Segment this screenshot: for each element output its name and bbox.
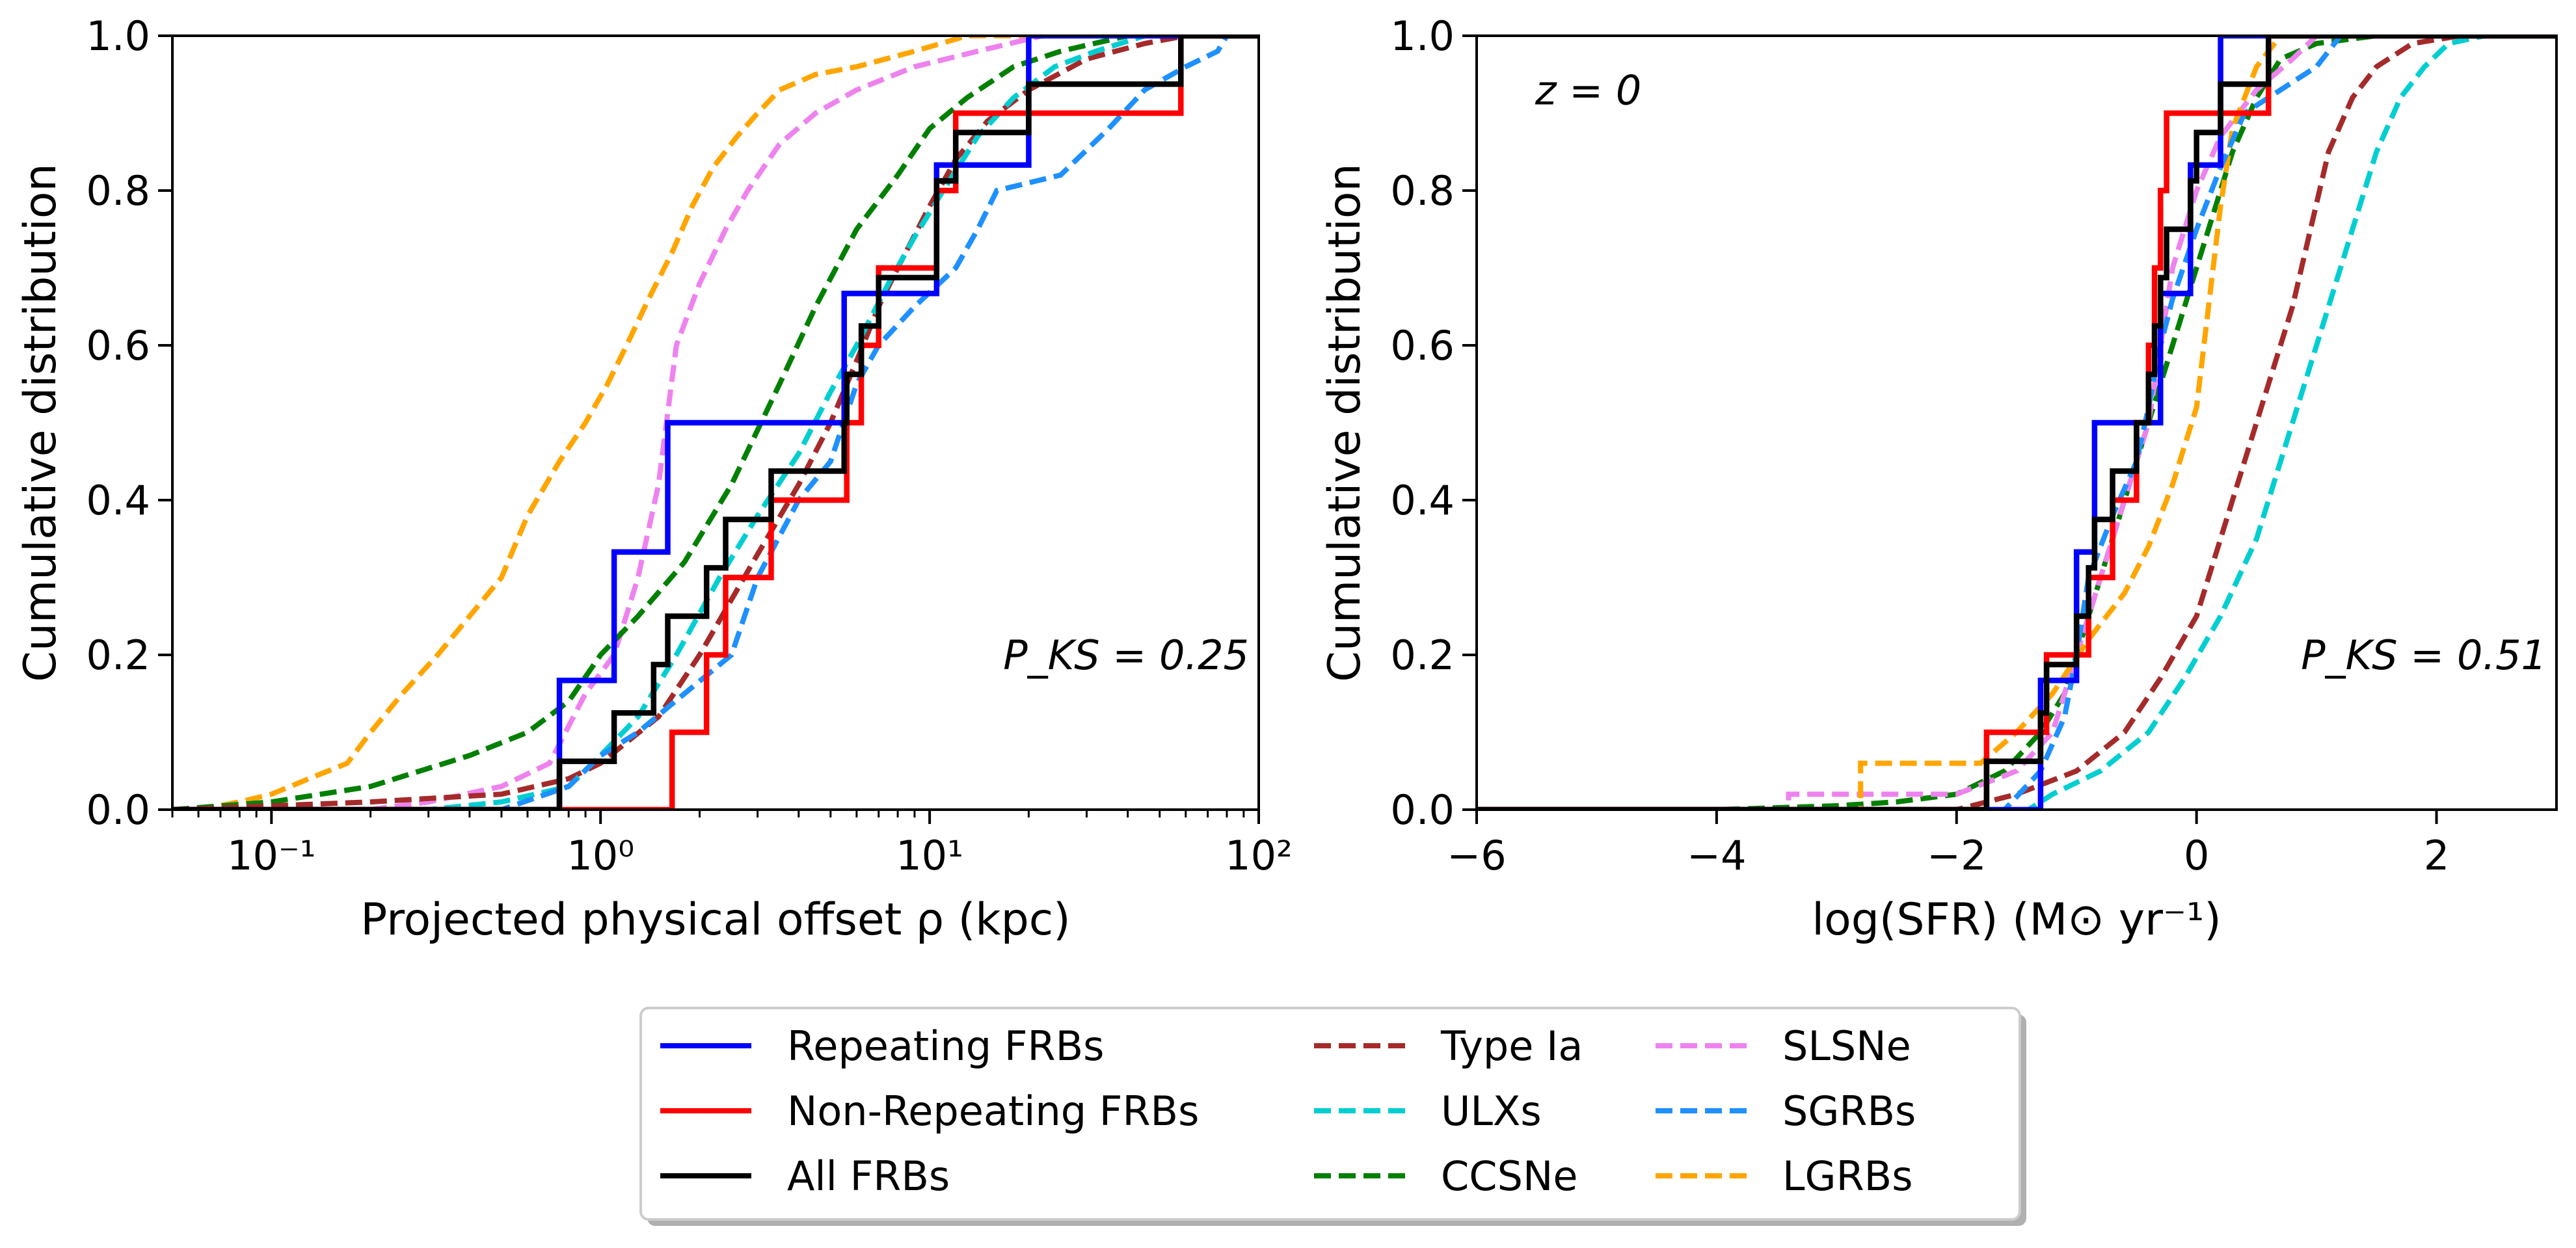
left-pks-annotation: P_KS = 0.25 xyxy=(1003,631,1249,679)
legend-label-repeating-frbs: Repeating FRBs xyxy=(787,1022,1104,1070)
left-axes-frame xyxy=(171,34,1260,811)
left-series-ulxs xyxy=(172,36,1259,810)
right-ytick-label: 0.0 xyxy=(1390,786,1455,834)
left-ytick-label: 0.0 xyxy=(86,786,150,834)
right-ytick-label: 0.2 xyxy=(1390,631,1455,679)
left-xtick-label: 10⁰ xyxy=(567,832,634,879)
right-xtick-label: 2 xyxy=(2424,832,2449,879)
left-x-axis-label: Projected physical offset ρ (kpc) xyxy=(360,894,1070,946)
right-series-all-frbs xyxy=(1477,36,2556,810)
right-panel: −6 −4 −2 0 2 0.0 0.2 0.4 0.6 0.8 1.0 log(SFR) (M⊙ y… xyxy=(1319,12,2558,946)
left-panel: 10⁻¹ 10⁰ 10¹ 10² 0.0 0.2 0.4 0.6 0.8 1.0 Projected… xyxy=(15,12,1293,946)
legend-label-slsne: SLSNe xyxy=(1782,1022,1911,1070)
left-series-ccsne xyxy=(172,36,1259,810)
right-xtick-label: −2 xyxy=(1927,832,1986,879)
right-axes-frame xyxy=(1475,34,2558,811)
right-ytick-label: 1.0 xyxy=(1390,12,1455,60)
left-ytick-label: 0.4 xyxy=(86,477,150,524)
right-xtick-label: −4 xyxy=(1687,832,1746,879)
right-ytick-label: 0.6 xyxy=(1390,322,1455,369)
right-series-type-ia xyxy=(1477,36,2556,810)
left-series-lgrbs xyxy=(172,36,1259,810)
left-xtick-label: 10⁻¹ xyxy=(227,832,315,879)
left-xtick-label: 10² xyxy=(1225,832,1293,879)
right-x-axis-label: log(SFR) (M⊙ yr⁻¹) xyxy=(1812,894,2221,946)
right-series-repeating-frbs xyxy=(1477,36,2556,810)
right-series-slsne xyxy=(1477,36,2556,810)
legend-label-sgrbs: SGRBs xyxy=(1782,1087,1916,1135)
right-pks-annotation: P_KS = 0.51 xyxy=(2301,631,2547,679)
legend-label-non-repeating-frbs: Non-Repeating FRBs xyxy=(787,1087,1199,1135)
left-xtick-label: 10¹ xyxy=(896,832,963,879)
legend-label-ccsne: CCSNe xyxy=(1441,1152,1577,1200)
legend-label-ulxs: ULXs xyxy=(1441,1087,1542,1135)
right-ytick-label: 0.8 xyxy=(1390,167,1455,215)
right-series-ulxs xyxy=(1477,36,2556,810)
right-redshift-annotation: z = 0 xyxy=(1535,66,1641,114)
legend-label-all-frbs: All FRBs xyxy=(787,1152,950,1200)
left-series-group xyxy=(172,36,1259,810)
right-xtick-label: 0 xyxy=(2184,832,2209,879)
left-series-type-ia xyxy=(172,36,1259,810)
legend: Repeating FRBs Non-Repeating FRBs All FRBs… xyxy=(639,1007,2026,1226)
left-ytick-label: 0.6 xyxy=(86,322,150,369)
legend-label-type-ia: Type Ia xyxy=(1440,1022,1583,1070)
left-ytick-label: 0.2 xyxy=(86,631,150,679)
left-ytick-label: 1.0 xyxy=(86,12,150,60)
legend-label-lgrbs: LGRBs xyxy=(1782,1152,1913,1200)
left-series-all-frbs xyxy=(172,36,1259,810)
right-ytick-label: 0.4 xyxy=(1390,477,1455,524)
right-series-non-repeating-frbs xyxy=(1477,36,2556,810)
left-ytick-label: 0.8 xyxy=(86,167,150,215)
left-y-axis-label: Cumulative distribution xyxy=(15,163,66,682)
right-series-sgrbs xyxy=(1477,36,2556,810)
right-xtick-label: −6 xyxy=(1447,832,1506,879)
left-series-repeating-frbs xyxy=(172,36,1259,810)
right-series-ccsne xyxy=(1500,36,2556,810)
right-series-lgrbs xyxy=(1477,36,2556,810)
right-y-axis-label: Cumulative distribution xyxy=(1319,163,1371,682)
left-series-slsne xyxy=(172,36,1259,810)
legend-box xyxy=(639,1007,2021,1221)
right-series-group xyxy=(1477,36,2556,810)
